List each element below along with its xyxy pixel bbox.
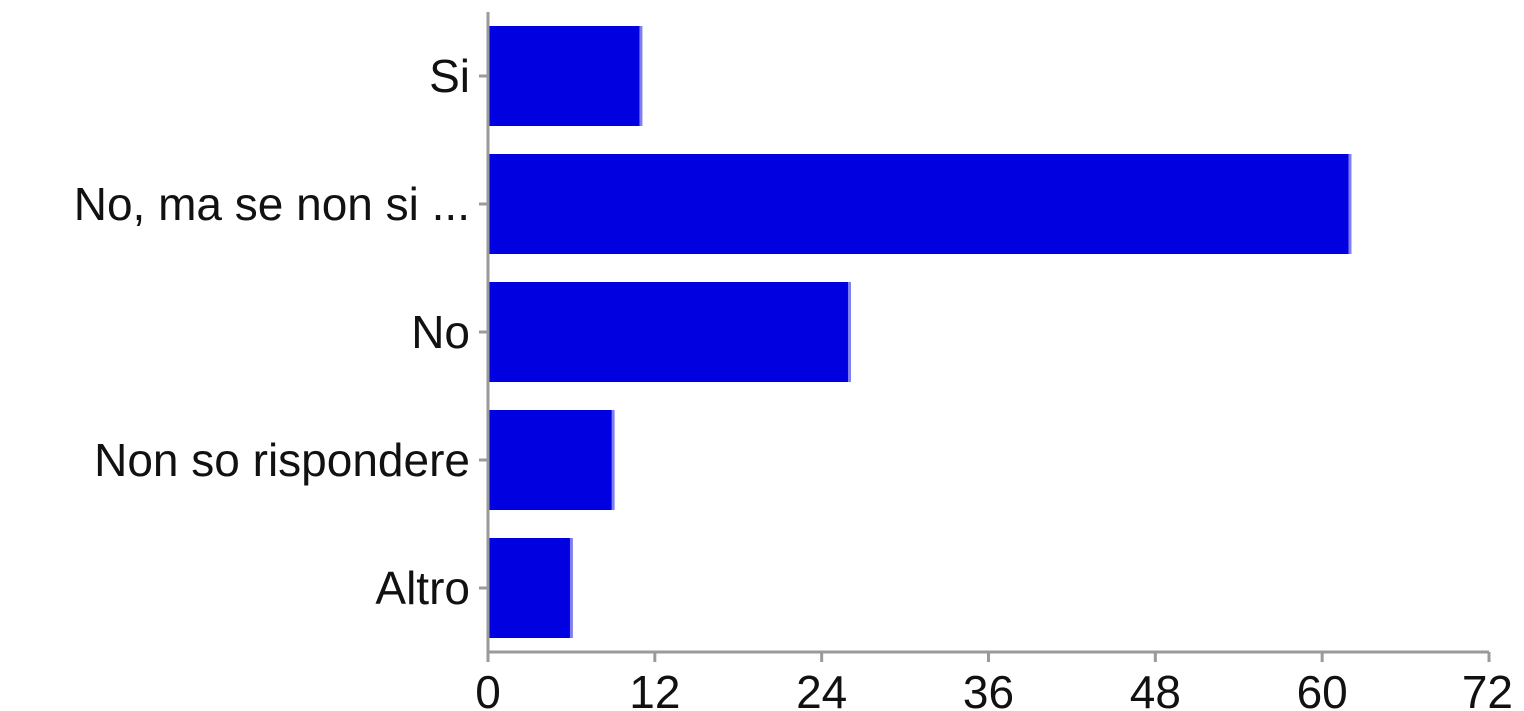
x-tick-label: 72 (1462, 666, 1513, 711)
bar-0 (489, 26, 641, 126)
x-ticks-group: 0 12 24 36 48 60 72 (475, 652, 1513, 711)
bars-group (489, 26, 1352, 638)
x-tick-label: 24 (796, 666, 847, 711)
x-tick-label: 36 (963, 666, 1014, 711)
x-tick-label: 60 (1297, 666, 1348, 711)
bar-2 (489, 282, 850, 382)
category-label: No, ma se non si ... (74, 178, 470, 230)
bar-4 (489, 538, 572, 638)
category-label: Si (429, 50, 470, 102)
bar-3 (489, 410, 614, 510)
x-tick-label: 48 (1130, 666, 1181, 711)
x-tick-label: 0 (475, 666, 501, 711)
category-label: No (411, 306, 470, 358)
category-label: Non so rispondere (94, 434, 470, 486)
bar-1 (489, 154, 1350, 254)
x-tick-label: 12 (629, 666, 680, 711)
category-labels-group: Si No, ma se non si ... No Non so risponder… (74, 50, 488, 614)
category-label: Altro (375, 562, 470, 614)
